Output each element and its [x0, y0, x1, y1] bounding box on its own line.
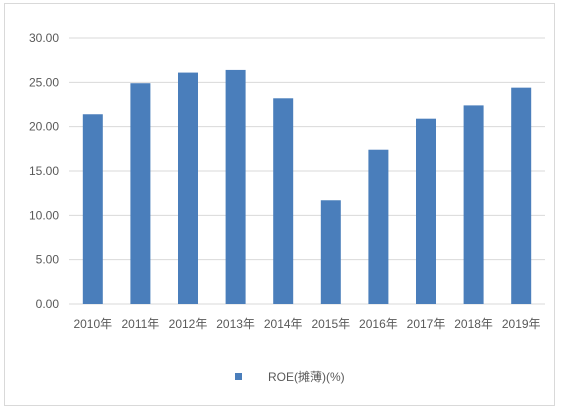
legend-swatch	[235, 373, 242, 380]
x-tick-label: 2015年	[311, 317, 350, 331]
x-tick-label: 2018年	[454, 317, 493, 331]
y-tick-label: 5.00	[36, 253, 60, 267]
bar-2013年	[225, 69, 246, 304]
legend-label: ROE(摊薄)(%)	[268, 369, 345, 384]
x-tick-label: 2019年	[502, 317, 541, 331]
bar-2019年	[511, 87, 532, 304]
y-tick-label: 30.00	[29, 31, 59, 45]
legend: ROE(摊薄)(%)	[235, 369, 345, 384]
bar-2016年	[368, 149, 389, 304]
bars	[82, 69, 532, 305]
y-tick-label: 10.00	[29, 208, 59, 222]
x-tick-label: 2017年	[407, 317, 446, 331]
x-tick-label: 2010年	[73, 317, 112, 331]
x-tick-label: 2012年	[169, 317, 208, 331]
bar-2017年	[416, 118, 436, 304]
y-axis-tick-labels: 0.00 5.00 10.00 15.00 20.00 25.00 30.00	[29, 31, 59, 311]
y-tick-label: 20.00	[29, 120, 59, 134]
x-tick-label: 2013年	[216, 317, 255, 331]
bar-2010年	[82, 114, 103, 305]
y-tick-label: 15.00	[29, 164, 59, 178]
x-axis-tick-labels: 2010年 2011年 2012年 2013年 2014年 2015年 2016年 2017年…	[73, 317, 540, 331]
y-tick-label: 25.00	[29, 75, 59, 89]
chart-frame: 0.00 5.00 10.00 15.00 20.00 25.00 30.00 2010年 2…	[4, 3, 555, 406]
x-tick-label: 2014年	[264, 317, 303, 331]
x-tick-label: 2011年	[121, 317, 159, 331]
x-tick-label: 2016年	[359, 317, 398, 331]
bar-2012年	[178, 72, 198, 304]
bar-2018年	[463, 105, 484, 305]
y-tick-label: 0.00	[36, 297, 60, 311]
bar-2015年	[320, 200, 341, 304]
bar-2011年	[130, 83, 151, 304]
bar-2014年	[273, 98, 294, 304]
